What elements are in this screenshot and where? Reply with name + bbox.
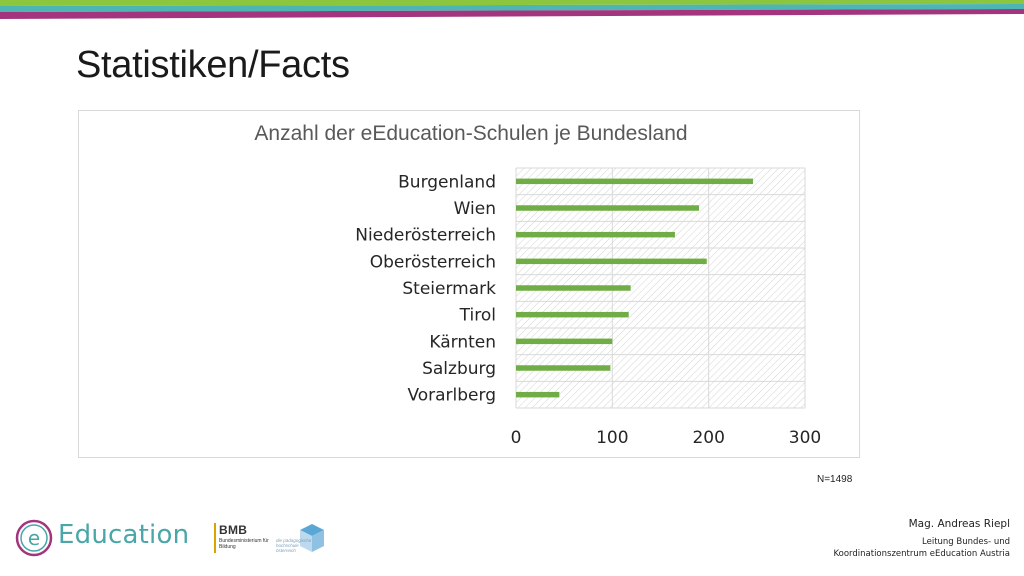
bar-steiermark [516, 285, 631, 291]
bar-kärnten [516, 338, 613, 345]
category-label: Vorarlberg [407, 386, 496, 406]
bmb-logo: BMB Bundesministerium für Bildung [214, 523, 274, 557]
bmb-subtitle: Bundesministerium für Bildung [219, 538, 269, 550]
sample-size-note: N=1498 [817, 474, 853, 485]
presenter-name: Mag. Andreas Riepl [908, 518, 1010, 530]
bar-wien [516, 205, 700, 211]
eeducation-circle-icon: e [15, 519, 53, 557]
bar-salzburg [516, 365, 611, 371]
category-label: Steiermark [402, 279, 496, 299]
category-label: Tirol [459, 306, 496, 326]
bar-niederösterreich [516, 231, 675, 238]
category-labels: Burgenland Wien Niederösterreich Oberösterr… [355, 172, 496, 405]
x-tick-label: 200 [692, 428, 724, 448]
x-tick-label: 100 [596, 428, 628, 448]
chart-title: Anzahl der eEducation-Schulen je Bundesl… [254, 122, 688, 145]
partner-text: die pädagogische hochschule österreich [276, 538, 312, 553]
partner-logo: die pädagogische hochschule österreich [276, 522, 328, 558]
chart-frame: Anzahl der eEducation-Schulen je Bundesl… [78, 110, 860, 458]
logo-wordmark: Education [58, 520, 190, 550]
bar-tirol [516, 311, 629, 318]
category-label: Salzburg [422, 359, 496, 379]
slide-title: Statistiken/Facts [76, 44, 350, 86]
bmb-title: BMB [219, 523, 248, 537]
category-label: Wien [454, 199, 496, 219]
category-label: Burgenland [398, 172, 496, 192]
bar-chart: Burgenland Wien Niederösterreich Oberösterr… [355, 167, 822, 448]
bar-vorarlberg [516, 391, 560, 398]
bmb-accent-bar [214, 523, 216, 553]
category-label: Niederösterreich [355, 226, 496, 246]
bar-burgenland [516, 178, 753, 185]
x-tick-label: 300 [789, 428, 821, 448]
bar-oberösterreich [516, 258, 707, 265]
header-stripes [0, 0, 1024, 19]
presenter-role-line2: Koordinationszentrum eEducation Austria [833, 549, 1010, 559]
plot-area [515, 167, 806, 409]
category-label: Kärnten [429, 332, 496, 352]
x-tick-labels: 0 100 200 300 [511, 428, 822, 448]
category-label: Oberösterreich [370, 252, 496, 272]
logo-letter: e [28, 526, 40, 550]
x-tick-label: 0 [511, 428, 522, 448]
presenter-info: Mag. Andreas Riepl Leitung Bundes- und K… [833, 518, 1010, 560]
presenter-role-line1: Leitung Bundes- und [922, 537, 1010, 547]
cube-icon [300, 524, 324, 552]
